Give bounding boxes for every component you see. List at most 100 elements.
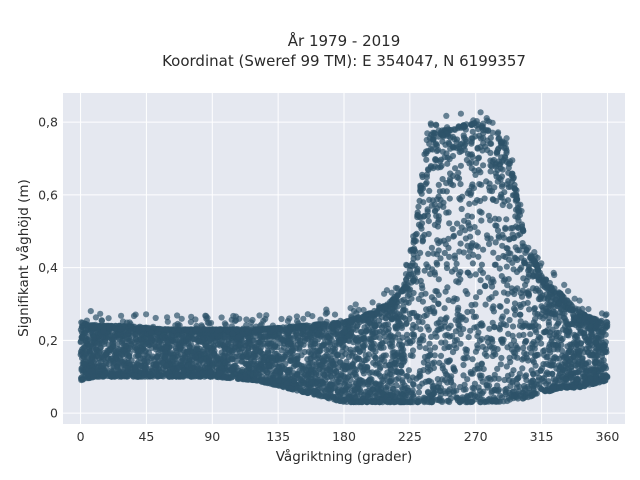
scatter-point — [507, 225, 514, 232]
scatter-point — [358, 398, 365, 405]
scatter-point — [288, 348, 295, 355]
scatter-point — [413, 313, 421, 320]
scatter-point — [562, 360, 569, 367]
scatter-point — [117, 357, 124, 364]
scatter-point — [488, 283, 496, 290]
scatter-point — [156, 343, 163, 350]
scatter-point — [469, 356, 476, 363]
scatter-point — [409, 387, 416, 394]
scatter-point — [432, 156, 439, 163]
scatter-point — [505, 330, 512, 337]
scatter-point — [518, 264, 525, 271]
scatter-point — [514, 285, 521, 292]
scatter-point — [431, 359, 438, 366]
scatter-point — [332, 345, 339, 353]
scatter-point — [414, 212, 421, 219]
scatter-point — [233, 357, 240, 365]
scatter-point — [527, 379, 534, 386]
scatter-point — [415, 295, 422, 303]
scatter-point — [587, 330, 595, 337]
scatter-point — [520, 331, 527, 338]
scatter-point — [445, 235, 452, 242]
scatter-point — [491, 371, 498, 378]
scatter-point — [451, 252, 458, 259]
scatter-point — [410, 331, 417, 338]
scatter-point — [375, 371, 382, 378]
scatter-point — [504, 344, 511, 351]
scatter-point — [538, 294, 545, 301]
scatter-point — [497, 321, 505, 328]
scatter-point — [501, 376, 508, 384]
scatter-point — [442, 371, 449, 378]
scatter-point — [492, 290, 499, 297]
scatter-point — [357, 388, 364, 396]
scatter-point — [252, 347, 259, 354]
scatter-point — [209, 361, 217, 368]
scatter-point — [148, 334, 155, 341]
scatter-point — [427, 347, 434, 354]
scatter-point — [478, 181, 485, 188]
scatter-point — [567, 306, 574, 313]
scatter-point — [517, 318, 524, 325]
scatter-point — [526, 306, 533, 313]
scatter-point — [195, 365, 202, 372]
scatter-point — [334, 331, 341, 338]
scatter-point — [505, 276, 512, 283]
scatter-point — [366, 335, 373, 342]
scatter-point — [141, 341, 148, 348]
scatter-point — [488, 294, 495, 301]
scatter-point — [476, 391, 483, 398]
scatter-point — [485, 212, 492, 219]
scatter-point — [555, 318, 563, 326]
scatter-point — [360, 381, 367, 388]
scatter-point — [314, 321, 321, 328]
scatter-point — [478, 217, 485, 224]
scatter-point — [425, 218, 432, 225]
scatter-point — [492, 215, 499, 222]
scatter-point — [226, 351, 233, 358]
scatter-point — [439, 138, 446, 145]
scatter-point — [447, 375, 454, 382]
scatter-point — [161, 349, 168, 356]
scatter-point — [93, 340, 101, 347]
scatter-point — [426, 196, 433, 203]
scatter-point — [542, 312, 549, 319]
scatter-point — [488, 188, 496, 195]
scatter-point — [304, 356, 311, 363]
scatter-point — [530, 272, 538, 279]
scatter-point — [478, 261, 485, 268]
scatter-point — [535, 374, 543, 381]
scatter-point — [525, 271, 533, 278]
scatter-point — [82, 327, 89, 334]
data-points — [77, 109, 611, 406]
scatter-point — [475, 154, 482, 161]
scatter-point — [398, 345, 405, 352]
scatter-point — [503, 297, 511, 304]
scatter-point — [492, 160, 500, 167]
scatter-point — [497, 193, 504, 201]
scatter-point — [592, 339, 599, 346]
scatter-point — [309, 324, 316, 331]
scatter-point — [407, 398, 414, 405]
scatter-point — [468, 370, 475, 377]
scatter-point — [90, 334, 97, 341]
scatter-point — [371, 398, 378, 405]
scatter-point — [474, 345, 481, 352]
scatter-point — [376, 359, 383, 367]
scatter-point — [415, 221, 423, 228]
scatter-point — [421, 353, 429, 361]
scatter-point — [458, 224, 465, 231]
scatter-point — [484, 137, 491, 144]
scatter-point — [452, 266, 459, 273]
scatter-point — [266, 362, 273, 369]
scatter-point — [278, 347, 285, 354]
scatter-point — [306, 330, 313, 337]
scatter-point — [486, 240, 493, 248]
scatter-point — [277, 371, 284, 378]
scatter-point — [446, 155, 453, 163]
scatter-point — [444, 160, 451, 167]
scatter-point — [596, 343, 603, 350]
scatter-point — [458, 205, 465, 213]
scatter-point — [398, 384, 405, 391]
scatter-point — [502, 224, 509, 231]
